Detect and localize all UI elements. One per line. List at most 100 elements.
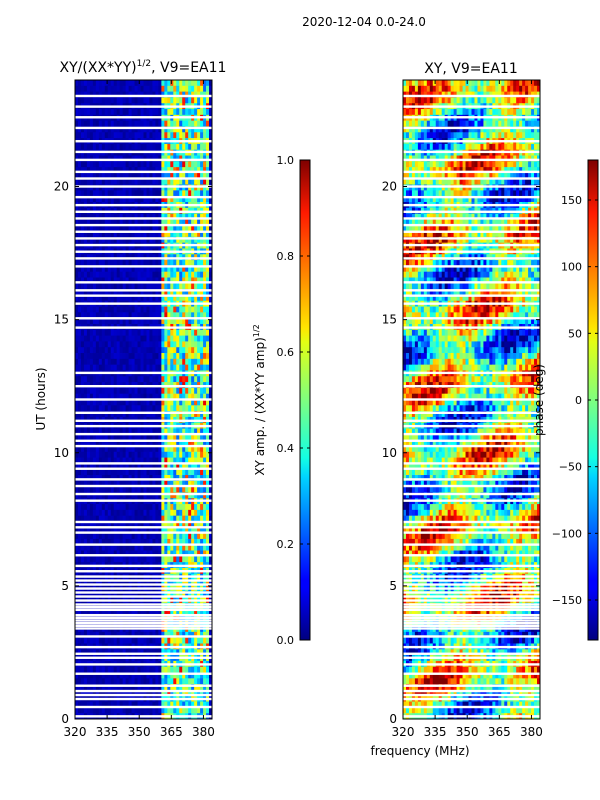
heatmap-cell [170, 405, 174, 412]
heatmap-cell [83, 161, 88, 168]
heatmap-cell [173, 91, 177, 98]
heatmap-cell [75, 376, 79, 383]
heatmap-cell [107, 219, 112, 226]
heatmap-cell [158, 556, 162, 563]
heatmap-cell [182, 469, 186, 476]
heatmap-cell [164, 143, 168, 151]
heatmap-cell [92, 504, 97, 511]
heatmap-cell [131, 445, 135, 453]
heatmap-cell [176, 550, 180, 557]
heatmap-cell [143, 707, 147, 714]
heatmap-cell [188, 591, 192, 598]
heatmap-cell [200, 579, 204, 586]
heatmap-cell [134, 689, 138, 697]
heatmap-cell [131, 393, 135, 400]
heatmap-cell [182, 509, 186, 517]
heatmap-cell [173, 393, 177, 400]
heatmap-cell [122, 544, 127, 551]
heatmap-cell [104, 486, 109, 493]
heatmap-cell [152, 515, 156, 522]
heatmap-cell [164, 451, 168, 458]
heatmap-cell [98, 120, 103, 127]
heatmap-cell [125, 364, 130, 371]
heatmap-cell [149, 265, 153, 273]
heatmap-cell [77, 637, 82, 644]
heatmap-cell [164, 236, 168, 244]
heatmap-cell [80, 399, 85, 406]
heatmap-cell [143, 289, 147, 296]
heatmap-cell [140, 126, 144, 133]
heatmap-cell [140, 445, 144, 453]
heatmap-cell [143, 550, 147, 557]
heatmap-cell [140, 434, 144, 441]
heatmap-cell [92, 294, 97, 302]
heatmap-cell [98, 504, 103, 511]
heatmap-cell [104, 387, 109, 395]
heatmap-cell [125, 672, 130, 679]
heatmap-cell [155, 544, 159, 551]
heatmap-cell [89, 631, 94, 639]
heatmap-cell [89, 684, 94, 691]
heatmap-cell [155, 399, 159, 406]
heatmap-cell [185, 457, 189, 464]
heatmap-cell [86, 480, 91, 488]
heatmap-cell [119, 219, 124, 226]
heatmap-cell [143, 405, 147, 412]
heatmap-cell [131, 85, 135, 93]
heatmap-cell [149, 451, 153, 458]
heatmap-cell [95, 312, 100, 319]
heatmap-cell [77, 312, 82, 319]
heatmap-cell [116, 97, 121, 104]
heatmap-cell [188, 399, 192, 406]
heatmap-cell [134, 672, 138, 679]
heatmap-cell [197, 358, 201, 366]
heatmap-cell [95, 411, 100, 418]
heatmap-cell [113, 689, 118, 697]
heatmap-cell [107, 509, 112, 517]
heatmap-cell [131, 271, 135, 278]
heatmap-cell [164, 353, 168, 360]
heatmap-cell [197, 533, 201, 540]
heatmap-cell [188, 451, 192, 458]
heatmap-cell [92, 277, 97, 284]
heatmap-cell [197, 649, 201, 656]
heatmap-cell [134, 538, 138, 546]
heatmap-cell [197, 556, 201, 563]
heatmap-cell [158, 637, 162, 644]
heatmap-cell [164, 132, 168, 139]
heatmap-cell [173, 231, 177, 238]
heatmap-cell [131, 80, 135, 87]
heatmap-cell [194, 544, 198, 551]
heatmap-cell [95, 405, 100, 412]
heatmap-cell [182, 91, 186, 98]
heatmap-cell [107, 527, 112, 534]
heatmap-cell [200, 85, 204, 93]
heatmap-cell [110, 219, 115, 226]
heatmap-cell [176, 161, 180, 168]
heatmap-cell [194, 701, 198, 708]
heatmap-cell [83, 318, 88, 325]
heatmap-cell [134, 579, 138, 586]
heatmap-cell [119, 579, 124, 586]
heatmap-cell [167, 486, 171, 493]
heatmap-cell [161, 283, 165, 290]
heatmap-cell [167, 527, 171, 534]
heatmap-cell [209, 213, 212, 220]
heatmap-cell [92, 347, 97, 354]
heatmap-cell [75, 544, 79, 551]
heatmap-cell [179, 190, 183, 197]
heatmap-cell [101, 533, 106, 540]
heatmap-cell [125, 533, 130, 540]
heatmap-cell [200, 155, 204, 162]
heatmap-cell [161, 666, 165, 673]
heatmap-cell [137, 318, 141, 325]
heatmap-cell [176, 236, 180, 244]
heatmap-cell [104, 347, 109, 354]
heatmap-cell [77, 672, 82, 679]
heatmap-cell [128, 109, 132, 116]
heatmap-cell [149, 167, 153, 174]
heatmap-cell [80, 556, 85, 563]
heatmap-cell [149, 544, 153, 551]
heatmap-cell [104, 172, 109, 180]
heatmap-cell [98, 457, 103, 464]
